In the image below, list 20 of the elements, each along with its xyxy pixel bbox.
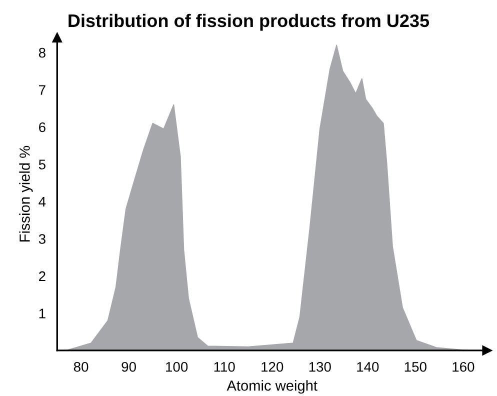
x-tick-label: 130 (309, 362, 331, 372)
x-tick-label: 80 (74, 362, 88, 372)
x-tick-label: 120 (262, 362, 284, 372)
x-axis-title: Atomic weight (226, 380, 318, 394)
chart-title: Distribution of fission products from U235 (68, 14, 430, 31)
y-tick-label: 1 (39, 308, 46, 318)
y-axis-title: Fission yield % (19, 146, 33, 242)
x-tick-label: 100 (166, 362, 188, 372)
x-tick-label: 160 (452, 362, 474, 372)
x-tick-label: 140 (357, 362, 379, 372)
y-tick-label: 5 (38, 160, 46, 170)
y-tick-label: 6 (39, 122, 46, 132)
y-tick-label: 3 (38, 234, 46, 244)
x-tick-label: 90 (122, 362, 136, 372)
x-tick-label: 150 (404, 362, 426, 372)
y-tick-label: 7 (39, 85, 46, 95)
y-tick-label: 4 (38, 196, 46, 207)
y-tick-label: 8 (38, 48, 46, 58)
x-tick-label: 110 (214, 362, 235, 372)
y-tick-label: 2 (39, 271, 46, 282)
